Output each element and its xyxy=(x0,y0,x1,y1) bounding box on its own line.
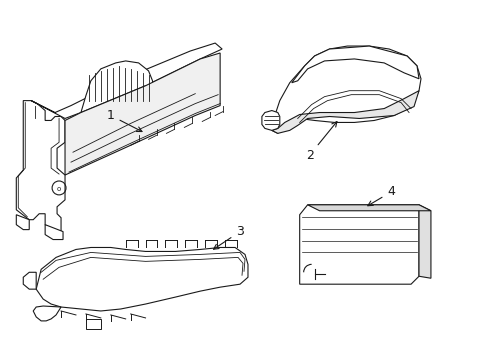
Polygon shape xyxy=(271,91,418,133)
Polygon shape xyxy=(45,225,63,239)
Polygon shape xyxy=(307,205,430,211)
Polygon shape xyxy=(36,247,247,311)
Polygon shape xyxy=(31,43,222,118)
Polygon shape xyxy=(86,319,101,329)
Polygon shape xyxy=(65,53,220,175)
Polygon shape xyxy=(16,215,29,230)
Polygon shape xyxy=(16,100,65,231)
Polygon shape xyxy=(271,46,420,133)
Text: 4: 4 xyxy=(367,185,394,206)
Text: 3: 3 xyxy=(213,225,244,249)
Polygon shape xyxy=(33,306,61,321)
Polygon shape xyxy=(291,46,418,83)
Text: 1: 1 xyxy=(106,109,142,131)
Polygon shape xyxy=(23,272,36,289)
Polygon shape xyxy=(299,205,418,284)
Polygon shape xyxy=(81,61,152,113)
Polygon shape xyxy=(418,205,430,278)
Text: 2: 2 xyxy=(305,122,336,162)
Polygon shape xyxy=(262,111,279,130)
Text: o: o xyxy=(57,186,61,192)
